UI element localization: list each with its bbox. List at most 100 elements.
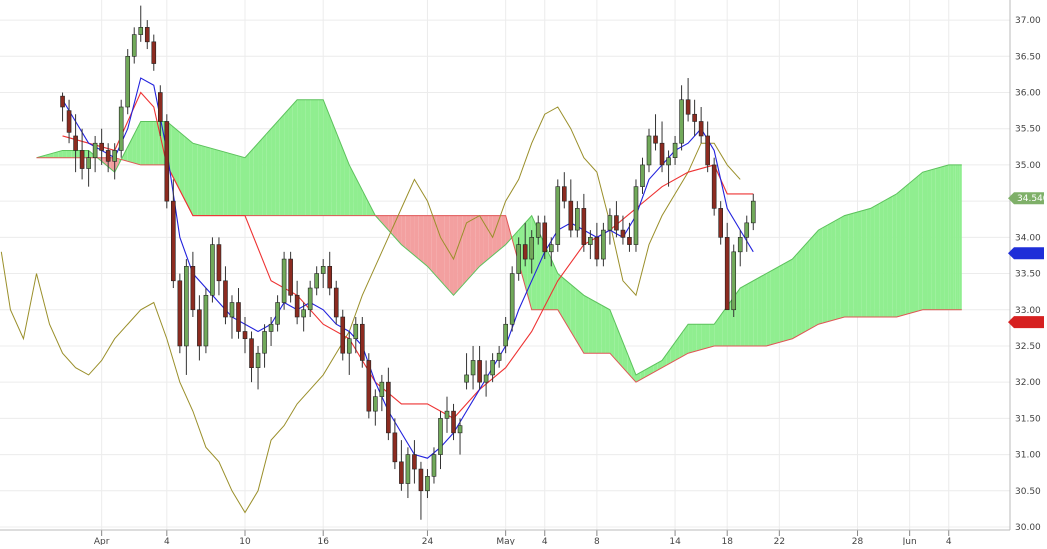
candle-body-up	[438, 418, 443, 455]
candle-body-up	[86, 157, 91, 169]
y-tick-label: 34.00	[1015, 233, 1041, 243]
cloud-segment-bearish	[457, 215, 463, 291]
candle-body-down	[171, 200, 176, 282]
cloud-segment-bullish	[927, 169, 932, 310]
candle	[444, 396, 450, 433]
candle	[281, 251, 287, 310]
cloud-segment-bullish	[140, 121, 146, 165]
cloud-segment-bullish	[848, 213, 854, 317]
cloud-segment-bullish	[601, 304, 606, 354]
candle-body-down	[366, 360, 372, 412]
candle-body-up	[548, 244, 554, 253]
cloud-segment-bullish	[562, 277, 567, 325]
cloud-segment-bullish	[866, 208, 871, 317]
cloud-segment-bullish	[614, 320, 619, 363]
cloud-segment-bullish	[553, 263, 558, 310]
candle-body-down	[327, 266, 333, 289]
candle	[125, 49, 131, 115]
cloud-segment-bearish	[414, 215, 419, 260]
candle	[294, 280, 300, 325]
candle-body-up	[588, 237, 593, 245]
y-tick-label: 37.00	[1015, 16, 1041, 26]
candle	[399, 440, 404, 491]
cloud-segment-bearish	[492, 215, 497, 256]
cloud-segment-bearish	[444, 215, 450, 291]
candle	[711, 157, 717, 216]
candle-body-up	[125, 56, 131, 108]
cloud-segment-bullish	[662, 354, 667, 368]
cloud-segment-bullish	[531, 215, 537, 310]
cloud-segment-bearish	[379, 215, 385, 226]
candle	[151, 34, 157, 71]
candle-body-down	[197, 309, 202, 347]
candle	[373, 389, 378, 426]
cloud-segment-bullish	[783, 261, 789, 342]
candle	[522, 222, 528, 267]
candle	[99, 128, 104, 165]
cloud-segment-bullish	[740, 285, 745, 346]
candle-body-up	[750, 200, 756, 224]
cloud-segment-bullish	[840, 215, 845, 319]
candle	[210, 237, 215, 303]
candle-body-up	[555, 186, 561, 245]
cloud-segment-bullish	[692, 324, 697, 352]
candle	[301, 302, 306, 332]
candle-body-up	[483, 374, 489, 383]
candle	[737, 230, 743, 267]
candle	[724, 222, 730, 311]
y-tick-label: 32.50	[1015, 342, 1041, 352]
x-tick-label: Jun	[902, 537, 917, 545]
candle	[457, 418, 463, 455]
cloud-segment-bullish	[805, 239, 810, 332]
cloud-segment-bearish	[101, 157, 106, 165]
candle-body-down	[105, 150, 111, 162]
cloud-segment-bullish	[892, 193, 897, 317]
cloud-segment-bullish	[192, 143, 198, 216]
candle	[340, 309, 346, 361]
candle	[451, 403, 456, 441]
candle-body-up	[490, 360, 495, 376]
cloud-segment-bullish	[266, 128, 272, 216]
cloud-segment-bullish	[705, 324, 710, 349]
cloud-segment-bullish	[870, 205, 875, 317]
candle-body-up	[496, 352, 502, 361]
candle	[659, 121, 665, 173]
candle-body-down	[477, 360, 482, 383]
cloud-segment-bearish	[410, 215, 415, 256]
cloud-segment-bullish	[818, 227, 823, 325]
cloud-segment-bullish	[58, 150, 63, 158]
cloud-segment-bullish	[349, 164, 354, 216]
candle-body-up	[118, 106, 124, 151]
cloud-segment-bearish	[440, 215, 445, 286]
candle-body-down	[190, 266, 196, 311]
cloud-segment-bullish	[883, 198, 888, 317]
cloud-segment-bullish	[327, 110, 332, 216]
cloud-segment-bullish	[84, 150, 89, 158]
candle-body-up	[353, 323, 359, 340]
cloud-segment-bullish	[297, 99, 302, 216]
cloud-segment-bearish	[475, 215, 480, 272]
candle	[177, 273, 183, 354]
cloud-segment-bullish	[66, 150, 72, 158]
cloud-segment-bullish	[644, 367, 650, 378]
y-tick-label: 31.00	[1015, 451, 1041, 461]
cloud-segment-bullish	[696, 324, 702, 351]
candle	[327, 251, 333, 296]
candle	[112, 143, 117, 180]
cloud-segment-bullish	[557, 273, 563, 317]
candle-body-down	[653, 135, 658, 144]
candle-body-down	[418, 468, 424, 492]
candle-body-up	[737, 237, 743, 253]
cloud-segment-bullish	[605, 307, 610, 354]
cloud-segment-bullish	[631, 364, 636, 383]
cloud-segment-bullish	[258, 138, 263, 216]
cloud-segment-bullish	[761, 273, 767, 346]
candle	[86, 150, 91, 187]
candle-body-down	[177, 280, 183, 347]
candle	[255, 345, 261, 390]
cloud-segment-bullish	[310, 99, 315, 216]
cloud-segment-bullish	[284, 109, 289, 216]
candle	[581, 193, 587, 252]
candle	[314, 266, 319, 296]
cloud-segment-bullish	[874, 203, 880, 317]
